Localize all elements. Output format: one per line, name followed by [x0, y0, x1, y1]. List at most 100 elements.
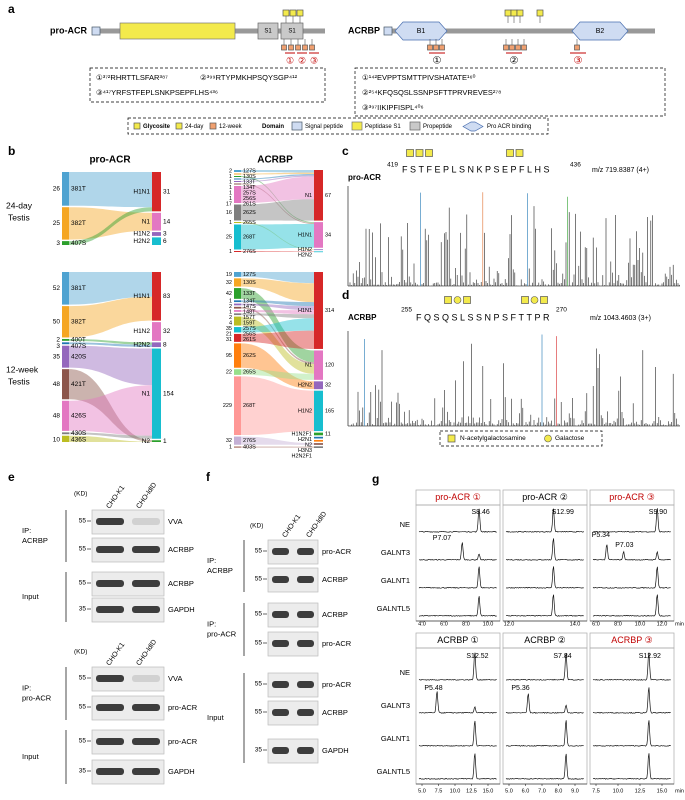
glycosite-12week — [521, 44, 527, 51]
lane-label: CHO-K1 — [281, 513, 302, 539]
band — [96, 675, 124, 682]
galnac-icon — [415, 149, 424, 157]
node-count: 154 — [163, 390, 174, 397]
glycosite-24day — [504, 9, 512, 17]
galnac-icon — [425, 149, 433, 157]
node-count: 1 — [229, 174, 232, 180]
enzyme-label: GALNTL5 — [377, 767, 410, 776]
flow — [241, 330, 314, 349]
flow — [69, 432, 152, 439]
node-count: 95 — [226, 353, 232, 359]
chromatogram — [592, 594, 671, 617]
galactose-icon — [530, 296, 539, 304]
node-label: H2N2 — [133, 238, 150, 245]
band — [297, 576, 314, 583]
node-label: 407S — [71, 240, 87, 247]
node-label: H1N2 — [133, 328, 150, 335]
galactose-icon — [453, 296, 462, 304]
column-title: pro-ACR ① — [435, 492, 481, 502]
node-count: 31 — [226, 337, 232, 343]
tick-label: 9.0 — [571, 788, 579, 794]
node — [234, 288, 241, 299]
node — [62, 172, 69, 206]
enzyme-label: GALNT1 — [381, 576, 410, 585]
antibody-label: ACRBP — [322, 708, 348, 717]
chromatogram — [419, 542, 497, 561]
kd-marker: 55 — [79, 675, 87, 682]
node-label: 262S — [243, 353, 256, 359]
tick-label: 12.5 — [635, 788, 646, 794]
node-count: 83 — [163, 293, 171, 300]
node — [314, 439, 323, 442]
node-label: 134T — [243, 299, 256, 305]
node — [314, 390, 323, 432]
node — [234, 170, 241, 172]
axis-unit: min — [675, 621, 684, 627]
node-count: 229 — [223, 403, 232, 409]
binding-domain — [571, 21, 629, 41]
galnac-icon — [444, 296, 452, 304]
plot-frame — [502, 504, 588, 622]
band — [132, 704, 160, 711]
legend-swatch — [291, 121, 303, 131]
node — [234, 303, 241, 306]
galnac-icon — [515, 149, 524, 157]
band — [297, 681, 314, 688]
tick-label: 12.5 — [466, 788, 477, 794]
residue-number: 419 — [387, 162, 398, 169]
peptide: ③⁴¹⁷YRFSTFEPLSNKPSEPFLHS⁴³⁶ — [96, 88, 218, 97]
peptide: ③³⁹⁷IIKIPFISPL⁴⁰⁶ — [362, 103, 424, 112]
peak-label: S7.84 — [553, 653, 571, 660]
peak-label: S12.92 — [639, 653, 661, 660]
panel-label: g — [372, 472, 379, 486]
tick-label: 14.0 — [570, 621, 581, 627]
node-label: N1 — [142, 218, 151, 225]
node-count: 32 — [226, 438, 232, 444]
node-label: N2 — [305, 442, 312, 448]
protein-title: pro-ACR — [348, 173, 381, 182]
panel-label: b — [8, 144, 15, 158]
band — [297, 611, 314, 618]
glycosite-24day — [296, 9, 304, 17]
flow — [241, 300, 314, 307]
node-label: N2 — [142, 438, 151, 445]
group-label: 24-day — [6, 200, 33, 210]
node-label: 261S — [243, 201, 256, 207]
glycosite-12week — [439, 44, 445, 51]
antibody-label: ACRBP — [322, 575, 348, 584]
band — [297, 709, 314, 716]
flow — [241, 436, 314, 445]
group-title: pro-ACR — [207, 629, 237, 638]
node-count: 48 — [53, 381, 61, 388]
group-label: Testis — [8, 376, 30, 386]
legend-swatch — [409, 121, 421, 131]
flow — [241, 303, 314, 311]
node — [314, 381, 323, 390]
legend-label: 24-day — [185, 124, 203, 130]
glycosite-12week — [302, 44, 308, 51]
node-label: 436S — [71, 437, 87, 444]
node — [234, 173, 241, 175]
node — [234, 251, 241, 252]
node-count: 1 — [229, 299, 232, 305]
enzyme-label: GALNTL5 — [377, 604, 410, 613]
chromatogram — [592, 753, 671, 780]
enzyme-label: GALNT3 — [381, 701, 410, 710]
node-label: 276S — [243, 249, 256, 255]
domain-label: S1 — [264, 29, 272, 35]
peak-label: P5.48 — [424, 685, 442, 692]
node-label: 127S — [243, 168, 256, 174]
lane-label: CHO-K1 — [105, 484, 126, 510]
lane-label: CHO-K1 — [105, 641, 126, 667]
node-label: 420S — [71, 353, 87, 360]
node-label: 133T — [243, 179, 256, 185]
residue-number: 255 — [401, 307, 412, 314]
kd-marker: 55 — [255, 611, 263, 618]
group-title: Input — [22, 592, 40, 601]
kd-label: (KD) — [74, 491, 87, 498]
peak-label: P7.03 — [615, 542, 633, 549]
flow — [241, 376, 314, 436]
panel-label: c — [342, 144, 349, 158]
node — [314, 432, 323, 436]
glycosite-12week — [515, 44, 521, 51]
